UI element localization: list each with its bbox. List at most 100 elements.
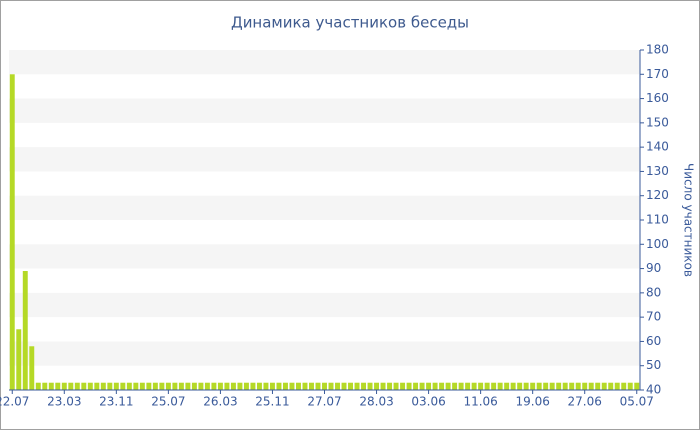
bar — [165, 382, 171, 390]
bar — [328, 382, 334, 390]
y-tick-label: 50 — [646, 358, 661, 372]
bar — [302, 382, 308, 390]
bar — [588, 382, 594, 390]
bar — [16, 329, 22, 390]
bar — [263, 382, 269, 390]
y-tick-label: 160 — [646, 91, 669, 105]
bar — [211, 382, 217, 390]
bar — [536, 382, 542, 390]
grid-band — [9, 195, 640, 220]
x-tick-label: 05.07 — [620, 395, 654, 409]
bar — [256, 382, 262, 390]
grid-band — [9, 147, 640, 172]
y-tick-label: 170 — [646, 67, 669, 81]
x-tick-label: 23.11 — [99, 395, 133, 409]
bar — [419, 382, 425, 390]
x-tick-label: 23.03 — [47, 395, 81, 409]
x-tick-label: 27.06 — [568, 395, 602, 409]
y-tick-label: 150 — [646, 115, 669, 129]
y-tick-label: 130 — [646, 164, 669, 178]
bar — [217, 382, 223, 390]
y-tick-label: 180 — [646, 43, 669, 57]
bar — [296, 382, 301, 390]
bar — [601, 382, 607, 390]
bar — [458, 382, 464, 390]
bar — [107, 382, 113, 390]
bar — [276, 382, 282, 390]
bar — [94, 382, 100, 390]
bar — [146, 382, 152, 390]
bar — [354, 382, 360, 390]
bar — [471, 382, 477, 390]
bar — [126, 382, 132, 390]
bar — [562, 382, 568, 390]
bar — [478, 382, 484, 390]
bar — [608, 382, 614, 390]
bar — [569, 382, 575, 390]
bar — [204, 382, 210, 390]
bar — [185, 382, 191, 390]
bar — [341, 382, 347, 390]
bar — [172, 382, 178, 390]
bar — [634, 382, 640, 390]
bar — [439, 382, 445, 390]
bar — [61, 382, 67, 390]
bar — [48, 382, 54, 390]
bar — [510, 382, 516, 390]
bar — [55, 382, 61, 390]
bar — [269, 382, 275, 390]
bar — [178, 382, 184, 390]
bar — [133, 382, 139, 390]
bar — [315, 382, 321, 390]
bar — [113, 382, 119, 390]
bar — [243, 382, 249, 390]
bar — [530, 382, 536, 390]
x-tick-label: 27.07 — [307, 395, 341, 409]
bar — [152, 382, 158, 390]
bar — [614, 382, 620, 390]
bar — [250, 382, 256, 390]
bar — [400, 382, 406, 390]
y-tick-label: 90 — [646, 261, 661, 275]
bar — [289, 382, 295, 390]
x-tick-label: 28.03 — [359, 395, 393, 409]
bar — [523, 382, 529, 390]
chart-title: Динамика участников беседы — [231, 14, 469, 32]
y-tick-label: 80 — [646, 285, 661, 299]
y-tick-label: 120 — [646, 188, 669, 202]
bar — [426, 382, 432, 390]
bar — [517, 382, 523, 390]
bar — [367, 382, 373, 390]
bar — [224, 382, 230, 390]
x-tick-label: 11.06 — [463, 395, 497, 409]
bar — [100, 382, 106, 390]
bar — [556, 382, 562, 390]
bar — [621, 382, 627, 390]
bar — [348, 382, 353, 390]
x-tick-label: 22.07 — [0, 395, 29, 409]
bar — [504, 382, 510, 390]
grid-bands — [9, 50, 640, 366]
bar — [406, 382, 412, 390]
bar — [361, 382, 367, 390]
bar — [68, 382, 74, 390]
bar — [9, 74, 15, 391]
bar — [29, 346, 35, 390]
grid-band — [9, 292, 640, 318]
bar — [374, 382, 380, 390]
y-tick-label: 140 — [646, 140, 669, 154]
bar — [322, 382, 327, 390]
bar — [237, 382, 243, 390]
bar — [159, 382, 165, 390]
x-tick-label: 25.07 — [151, 395, 185, 409]
y-tick-label: 40 — [646, 383, 661, 397]
y-axis-label: Число участников — [682, 163, 696, 277]
grid-band — [9, 98, 640, 123]
bar — [393, 382, 399, 390]
bar — [380, 382, 386, 390]
bar — [491, 382, 497, 390]
bar — [139, 382, 145, 390]
bar — [282, 382, 288, 390]
x-tick-label: 19.06 — [515, 395, 549, 409]
